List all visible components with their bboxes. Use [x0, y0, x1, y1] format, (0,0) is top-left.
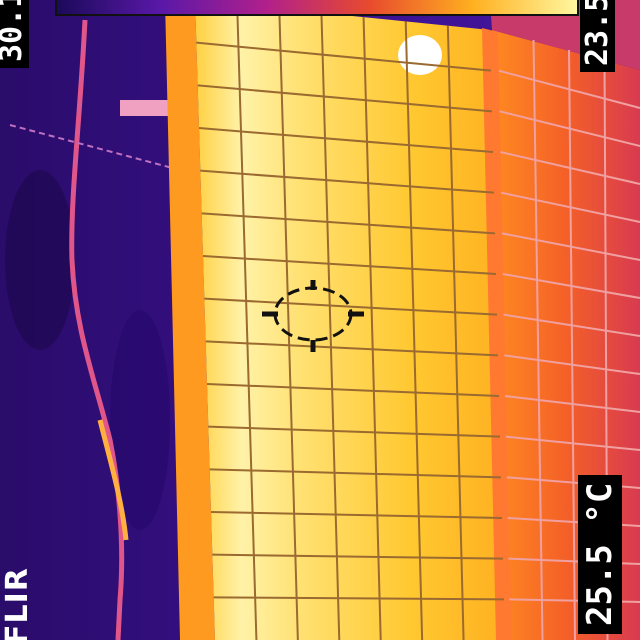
- cell-line: [200, 169, 495, 194]
- cold-patch: [5, 170, 75, 350]
- cell-line: [206, 383, 500, 397]
- cell-line: [320, 12, 341, 640]
- cold-patch: [110, 310, 170, 530]
- cell-line: [209, 468, 502, 479]
- spot-crosshair-icon: [262, 280, 364, 352]
- flir-logo: FLIR: [0, 567, 35, 640]
- cell-line: [446, 25, 465, 640]
- reflection-hotspot: [398, 35, 442, 75]
- warm-pipe-hotspot: [97, 419, 129, 541]
- cell-line: [212, 553, 504, 560]
- cell-line: [503, 313, 640, 337]
- cell-line: [201, 212, 496, 235]
- cell-line: [504, 354, 640, 375]
- panel-separator: [482, 28, 512, 640]
- cell-line: [501, 232, 640, 261]
- cell-line: [202, 255, 497, 275]
- spot-temperature-readout: 25.5 °C: [578, 474, 622, 634]
- cell-line: [205, 340, 499, 357]
- cell-line: [204, 297, 498, 316]
- min-temp-label: 23.5: [580, 0, 615, 72]
- cell-line: [213, 596, 505, 601]
- cell-line: [208, 425, 501, 438]
- cell-line: [498, 69, 640, 109]
- cell-line: [197, 84, 493, 113]
- cell-line: [568, 49, 576, 640]
- cell-line: [500, 151, 640, 185]
- mount-bracket: [120, 100, 168, 116]
- cell-line: [278, 8, 299, 640]
- cell-line: [198, 127, 494, 153]
- main-panel-grid: [196, 4, 505, 640]
- max-temp-label: 30.1: [0, 0, 29, 68]
- cell-line: [210, 511, 503, 519]
- cell-line: [236, 4, 258, 640]
- panel-frame-left: [165, 0, 215, 640]
- cell-line: [362, 17, 382, 640]
- cell-line: [404, 21, 424, 640]
- cell-line: [196, 41, 492, 72]
- cell-line: [505, 395, 640, 413]
- cell-line: [499, 110, 640, 147]
- cell-line: [505, 435, 640, 451]
- cell-line: [500, 191, 640, 223]
- cell-line: [502, 273, 640, 299]
- temperature-scale-bar: [55, 0, 579, 16]
- cell-line: [532, 39, 544, 640]
